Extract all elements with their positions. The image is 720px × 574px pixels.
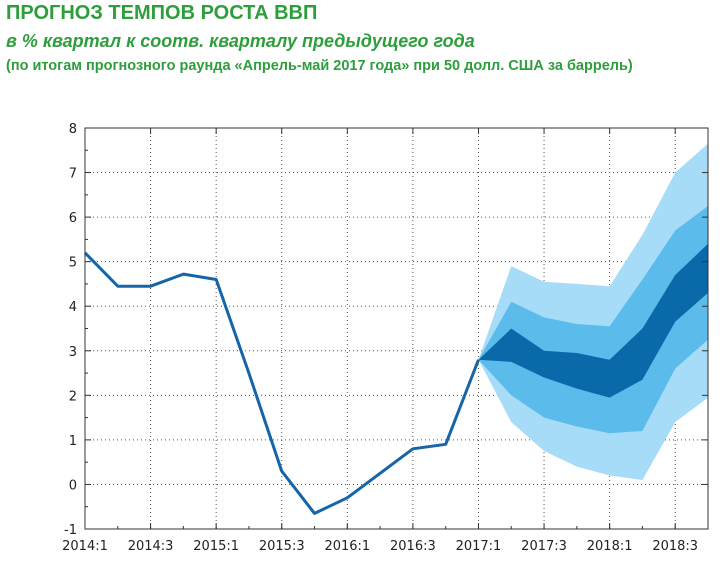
history-series [83,251,480,515]
y-tick-label: 1 [69,434,77,449]
x-tick-label: 2017:3 [521,539,567,554]
x-tick-label: 2016:1 [324,539,370,554]
y-tick-label: 2 [69,389,77,404]
chart-title: ПРОГНОЗ ТЕМПОВ РОСТА ВВП [6,2,318,24]
y-tick-label: 6 [69,211,77,226]
y-tick-label: 8 [69,122,77,137]
y-tick-label: 4 [69,300,77,315]
x-axis-ticks: 2014:1 2014:3 2015:1 2015:3 2016:1 2016:3 2017… [62,128,709,554]
x-tick-label: 2015:1 [193,539,239,554]
y-tick-label: 5 [69,256,77,271]
y-tick-label: -1 [64,523,77,538]
y-tick-label: 0 [69,478,77,493]
x-tick-label: 2015:3 [259,539,305,554]
y-tick-label: 3 [69,345,77,360]
x-tick-label: 2014:1 [62,539,108,554]
band-inner [478,243,708,398]
chart-note: (по итогам прогнозного раунда «Апрель-ма… [6,58,633,74]
x-tick-label: 2017:1 [456,539,502,554]
x-tick-label: 2018:1 [587,539,633,554]
band-middle [478,206,708,434]
x-tick-label: 2014:3 [128,539,174,554]
history-line [83,251,480,515]
forecast-bands [478,143,708,480]
y-tick-label: 7 [69,167,77,182]
x-tick-label: 2016:3 [390,539,436,554]
chart-subtitle: в % квартал к соотв. кварталу предыдущег… [6,31,475,51]
x-tick-label: 2018:3 [652,539,698,554]
y-axis-ticks: -1 0 1 2 3 4 5 6 7 8 [64,122,708,538]
